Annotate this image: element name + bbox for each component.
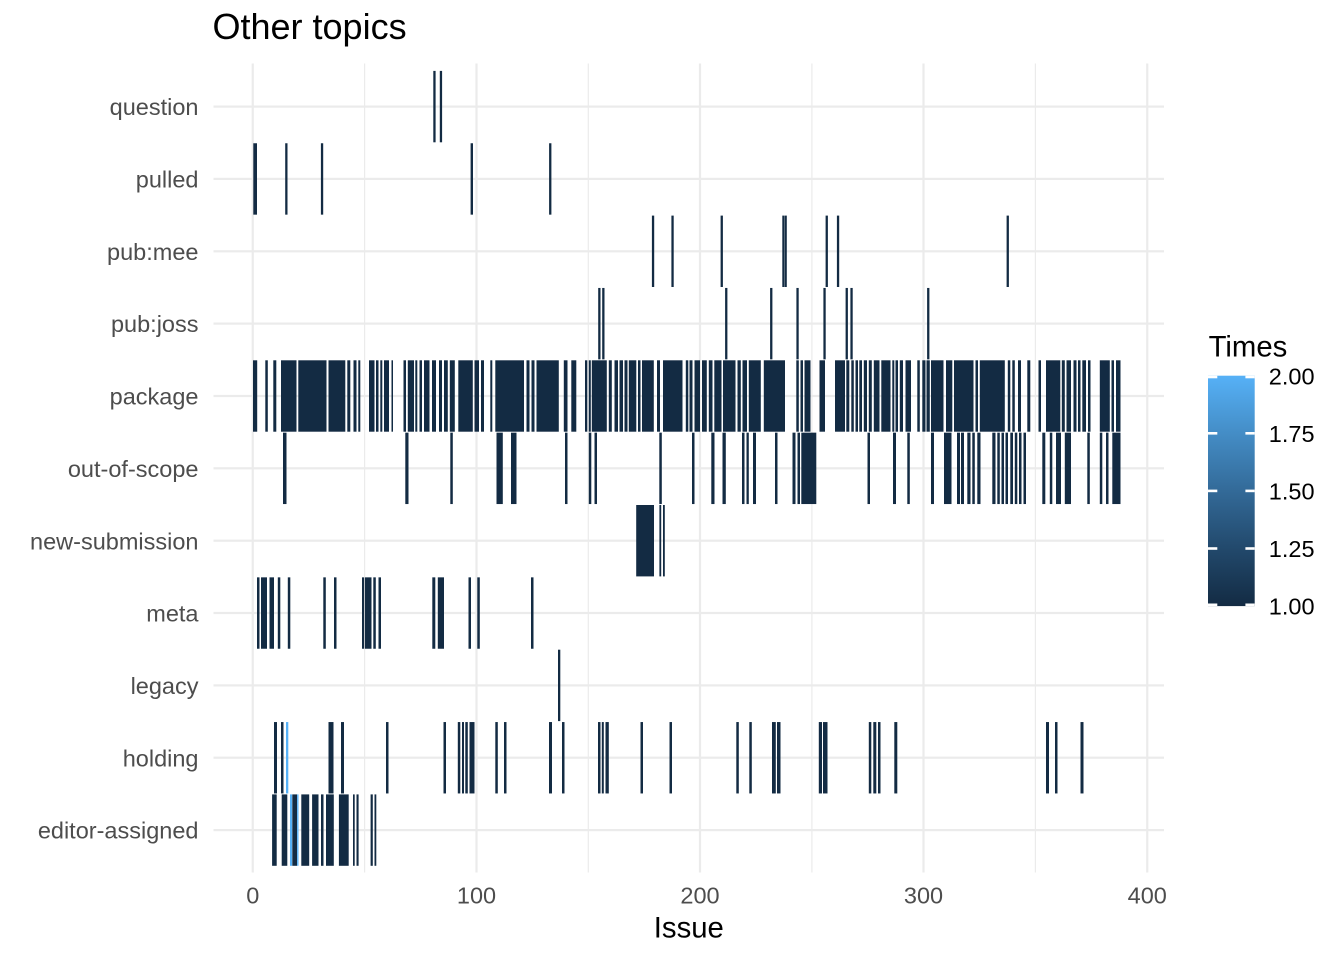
svg-text:100: 100 [457,882,496,908]
svg-text:Other topics: Other topics [213,6,407,47]
svg-text:pub:joss: pub:joss [111,311,199,337]
svg-text:package: package [110,384,199,410]
svg-text:1.25: 1.25 [1269,536,1315,562]
svg-text:300: 300 [904,882,943,908]
svg-text:1.00: 1.00 [1269,594,1315,620]
svg-text:question: question [110,94,199,120]
svg-text:0: 0 [246,882,259,908]
svg-text:1.50: 1.50 [1269,479,1315,505]
svg-text:200: 200 [680,882,719,908]
svg-text:2.00: 2.00 [1269,363,1315,389]
svg-text:holding: holding [123,745,199,771]
svg-text:legacy: legacy [131,673,199,699]
svg-text:Issue: Issue [654,912,724,945]
svg-text:400: 400 [1128,882,1167,908]
svg-text:Times: Times [1209,331,1288,364]
svg-text:pulled: pulled [136,167,199,193]
svg-text:pub:mee: pub:mee [107,239,198,265]
svg-text:1.75: 1.75 [1269,421,1315,447]
svg-text:meta: meta [146,601,199,627]
svg-text:editor-assigned: editor-assigned [38,818,199,844]
svg-text:out-of-scope: out-of-scope [68,456,199,482]
svg-text:new-submission: new-submission [30,528,198,554]
